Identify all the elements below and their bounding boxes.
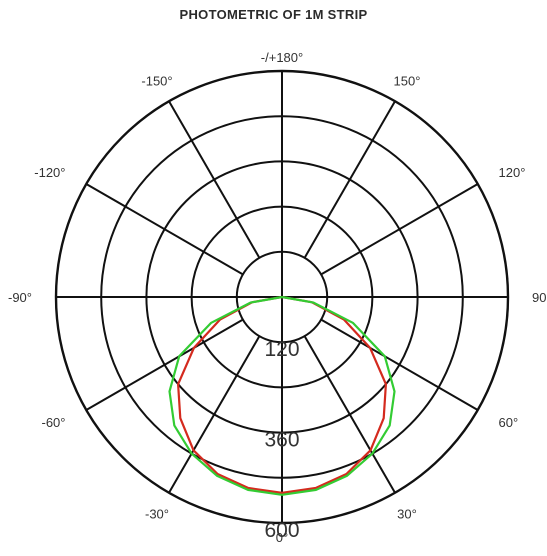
- grid-spoke: [168, 335, 261, 494]
- angle-label: -60°: [41, 415, 65, 430]
- angle-label: 90°: [532, 290, 547, 305]
- grid-spoke: [320, 183, 479, 276]
- angle-label: -90°: [8, 290, 32, 305]
- angle-label: 150°: [394, 73, 421, 88]
- chart-title: PHOTOMETRIC OF 1M STRIP: [179, 7, 368, 22]
- grid-spoke: [168, 100, 261, 259]
- grid-spoke: [85, 318, 244, 411]
- grid-spoke: [303, 335, 396, 494]
- angle-label: 30°: [397, 507, 417, 522]
- radial-tick-label: 120: [264, 338, 299, 361]
- angle-label: -120°: [34, 165, 65, 180]
- angle-label: 0°: [276, 530, 288, 545]
- radial-tick-label: 360: [264, 429, 299, 452]
- angle-label: 60°: [499, 415, 519, 430]
- angle-label: -30°: [145, 507, 169, 522]
- radial-tick-label: 600: [264, 519, 299, 542]
- grid-spoke: [320, 318, 479, 411]
- series-line-2: [168, 295, 396, 496]
- angle-label: -/+180°: [261, 50, 303, 65]
- grid-spoke: [303, 100, 396, 259]
- series-line-1: [177, 295, 387, 494]
- angle-label: -150°: [141, 73, 172, 88]
- grid-spoke: [85, 183, 244, 276]
- angle-label: 120°: [499, 165, 526, 180]
